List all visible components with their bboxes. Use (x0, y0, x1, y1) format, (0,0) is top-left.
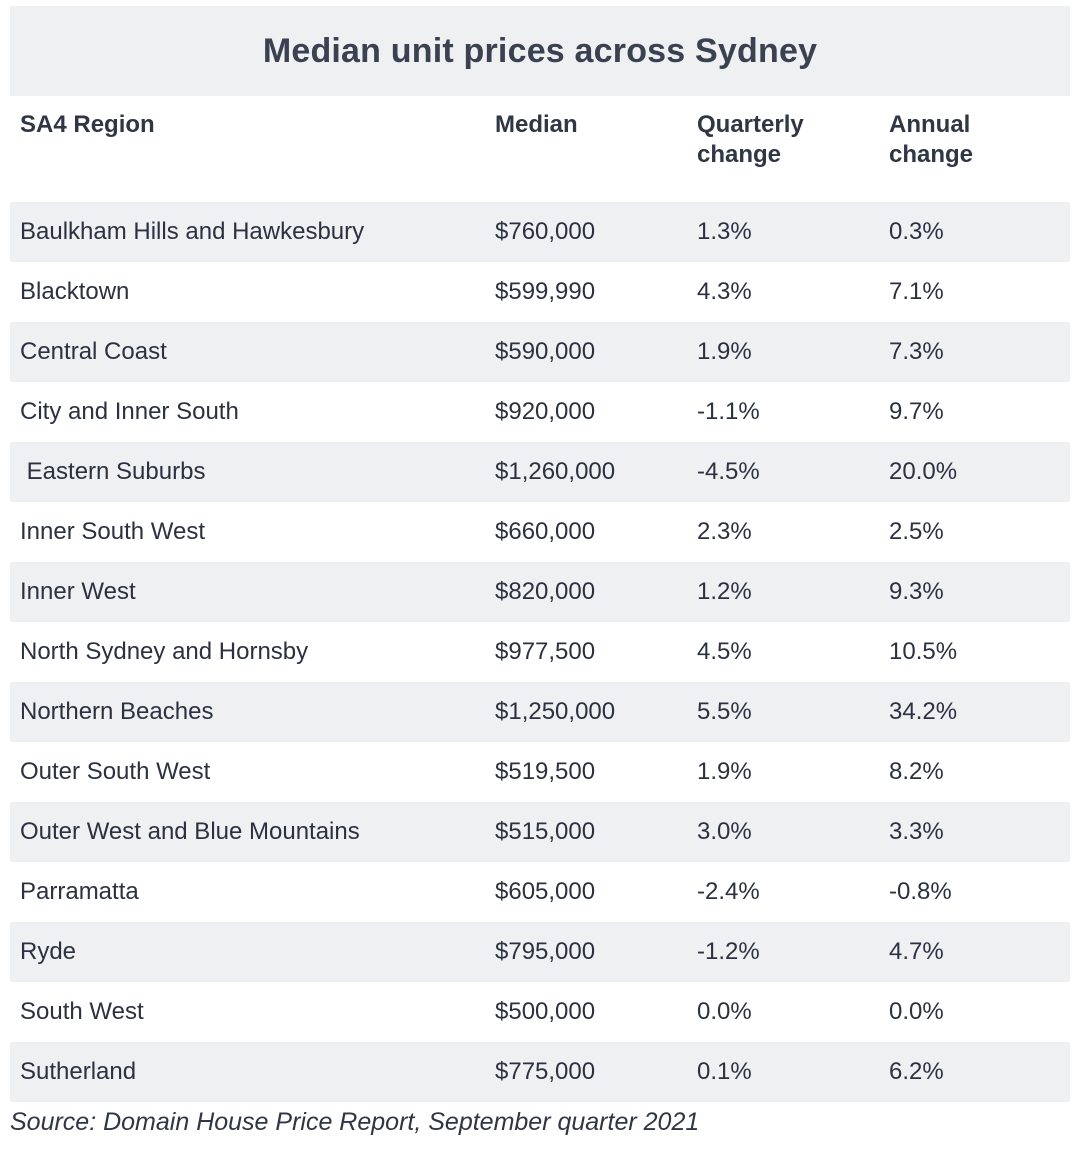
table-row: Central Coast $590,000 1.9% 7.3% (10, 322, 1070, 382)
cell-quarterly-change: -2.4% (687, 862, 879, 922)
cell-quarterly-change: 5.5% (687, 682, 879, 742)
cell-median: $515,000 (485, 802, 687, 862)
table-row: City and Inner South $920,000 -1.1% 9.7% (10, 382, 1070, 442)
cell-median: $519,500 (485, 742, 687, 802)
title-bar: Median unit prices across Sydney (10, 6, 1070, 96)
cell-region: South West (10, 982, 485, 1042)
table-row: Baulkham Hills and Hawkesbury $760,000 1.3… (10, 202, 1070, 262)
header-annual-change: Annual change (879, 96, 1070, 202)
cell-annual-change: 7.3% (879, 322, 1070, 382)
cell-median: $590,000 (485, 322, 687, 382)
table-row: Outer South West $519,500 1.9% 8.2% (10, 742, 1070, 802)
cell-quarterly-change: -1.1% (687, 382, 879, 442)
cell-quarterly-change: 0.0% (687, 982, 879, 1042)
cell-median: $500,000 (485, 982, 687, 1042)
cell-annual-change: 3.3% (879, 802, 1070, 862)
source-note: Source: Domain House Price Report, Septe… (10, 1108, 700, 1136)
cell-quarterly-change: 3.0% (687, 802, 879, 862)
cell-region: Inner South West (10, 502, 485, 562)
cell-quarterly-change: 4.5% (687, 622, 879, 682)
cell-median: $599,990 (485, 262, 687, 322)
cell-quarterly-change: -1.2% (687, 922, 879, 982)
cell-region: Parramatta (10, 862, 485, 922)
table-row: South West $500,000 0.0% 0.0% (10, 982, 1070, 1042)
cell-median: $920,000 (485, 382, 687, 442)
table-container: Median unit prices across Sydney SA4 Reg… (10, 6, 1070, 1102)
cell-annual-change: 20.0% (879, 442, 1070, 502)
cell-annual-change: 2.5% (879, 502, 1070, 562)
cell-annual-change: 7.1% (879, 262, 1070, 322)
cell-quarterly-change: -4.5% (687, 442, 879, 502)
cell-median: $605,000 (485, 862, 687, 922)
table-row: North Sydney and Hornsby $977,500 4.5% 10.5… (10, 622, 1070, 682)
cell-quarterly-change: 1.3% (687, 202, 879, 262)
table-row: Eastern Suburbs $1,260,000 -4.5% 20.0% (10, 442, 1070, 502)
cell-annual-change: 0.0% (879, 982, 1070, 1042)
cell-quarterly-change: 4.3% (687, 262, 879, 322)
table-row: Sutherland $775,000 0.1% 6.2% (10, 1042, 1070, 1102)
table-row: Parramatta $605,000 -2.4% -0.8% (10, 862, 1070, 922)
cell-region: Baulkham Hills and Hawkesbury (10, 202, 485, 262)
cell-median: $775,000 (485, 1042, 687, 1102)
table-title: Median unit prices across Sydney (262, 31, 818, 70)
cell-region: Inner West (10, 562, 485, 622)
cell-annual-change: 0.3% (879, 202, 1070, 262)
cell-quarterly-change: 1.9% (687, 322, 879, 382)
cell-median: $795,000 (485, 922, 687, 982)
header-row: SA4 Region Median Quarterly change Annua… (10, 96, 1070, 202)
cell-annual-change: -0.8% (879, 862, 1070, 922)
cell-region: Blacktown (10, 262, 485, 322)
table-row: Northern Beaches $1,250,000 5.5% 34.2% (10, 682, 1070, 742)
header-quarterly-change: Quarterly change (687, 96, 879, 202)
header-median: Median (485, 96, 687, 202)
cell-quarterly-change: 1.2% (687, 562, 879, 622)
cell-median: $820,000 (485, 562, 687, 622)
table-row: Inner South West $660,000 2.3% 2.5% (10, 502, 1070, 562)
cell-region: City and Inner South (10, 382, 485, 442)
cell-annual-change: 34.2% (879, 682, 1070, 742)
cell-region: Ryde (10, 922, 485, 982)
cell-region: Northern Beaches (10, 682, 485, 742)
cell-median: $977,500 (485, 622, 687, 682)
cell-annual-change: 8.2% (879, 742, 1070, 802)
cell-median: $660,000 (485, 502, 687, 562)
cell-quarterly-change: 1.9% (687, 742, 879, 802)
cell-annual-change: 9.7% (879, 382, 1070, 442)
table-row: Ryde $795,000 -1.2% 4.7% (10, 922, 1070, 982)
cell-median: $1,250,000 (485, 682, 687, 742)
cell-region: North Sydney and Hornsby (10, 622, 485, 682)
cell-region: Eastern Suburbs (10, 442, 485, 502)
cell-region: Outer South West (10, 742, 485, 802)
table-row: Outer West and Blue Mountains $515,000 3.0… (10, 802, 1070, 862)
header-region: SA4 Region (10, 96, 485, 202)
cell-annual-change: 9.3% (879, 562, 1070, 622)
cell-median: $1,260,000 (485, 442, 687, 502)
cell-annual-change: 6.2% (879, 1042, 1070, 1102)
header-quarterly-label: Quarterly change (697, 111, 804, 168)
cell-region: Outer West and Blue Mountains (10, 802, 485, 862)
header-median-label: Median (495, 111, 578, 138)
header-region-label: SA4 Region (20, 111, 155, 138)
header-annual-label: Annual change (889, 111, 974, 168)
cell-region: Central Coast (10, 322, 485, 382)
table-body: Baulkham Hills and Hawkesbury $760,000 1.3… (10, 202, 1070, 1102)
cell-region: Sutherland (10, 1042, 485, 1102)
table-row: Blacktown $599,990 4.3% 7.1% (10, 262, 1070, 322)
price-table: SA4 Region Median Quarterly change Annua… (10, 96, 1070, 1102)
cell-quarterly-change: 0.1% (687, 1042, 879, 1102)
cell-median: $760,000 (485, 202, 687, 262)
table-row: Inner West $820,000 1.2% 9.3% (10, 562, 1070, 622)
cell-annual-change: 4.7% (879, 922, 1070, 982)
cell-annual-change: 10.5% (879, 622, 1070, 682)
cell-quarterly-change: 2.3% (687, 502, 879, 562)
